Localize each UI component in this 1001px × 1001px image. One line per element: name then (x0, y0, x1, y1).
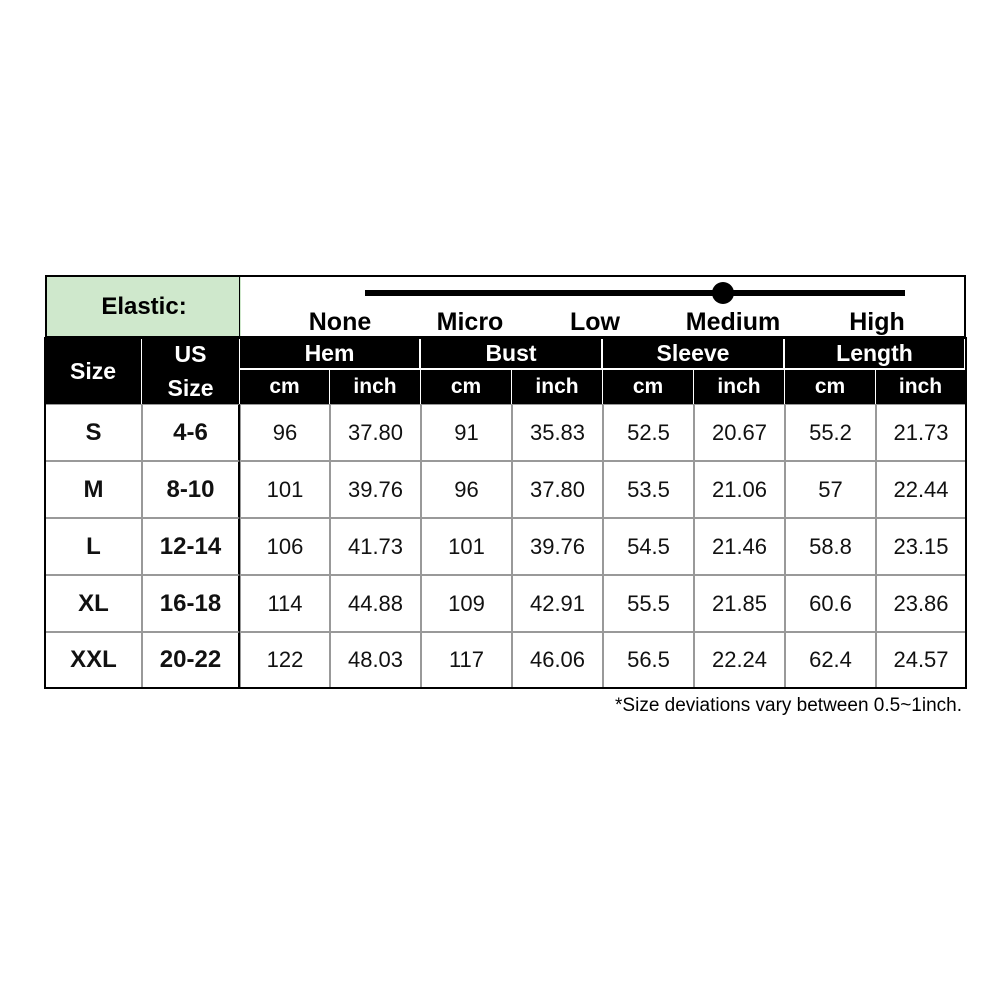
measure-cell: 21.46 (694, 518, 785, 575)
size-cell: M (45, 461, 142, 518)
measure-cell: 53.5 (603, 461, 694, 518)
group-header: Sleeve (603, 338, 785, 370)
unit-header: inch (876, 370, 966, 404)
measure-cell: 52.5 (603, 404, 694, 461)
unit-header: inch (330, 370, 421, 404)
elastic-level: Low (570, 307, 620, 336)
measure-cell: 37.80 (512, 461, 603, 518)
measure-cell: 21.85 (694, 575, 785, 632)
measure-cell: 39.76 (330, 461, 421, 518)
us-size-cell: 8-10 (142, 461, 240, 518)
elastic-level: Medium (685, 307, 781, 336)
measure-cell: 21.73 (876, 404, 966, 461)
measure-cell: 56.5 (603, 632, 694, 688)
measure-cell: 21.06 (694, 461, 785, 518)
measure-cell: 62.4 (785, 632, 876, 688)
us-size-cell: 12-14 (142, 518, 240, 575)
measure-cell: 55.2 (785, 404, 876, 461)
measure-cell: 122 (240, 632, 330, 688)
measure-cell: 96 (421, 461, 512, 518)
measure-cell: 41.73 (330, 518, 421, 575)
unit-header: cm (421, 370, 512, 404)
unit-header: cm (240, 370, 330, 404)
us-size-cell: 4-6 (142, 404, 240, 461)
group-header: Length (785, 338, 966, 370)
size-cell: S (45, 404, 142, 461)
measure-cell: 114 (240, 575, 330, 632)
size-header: Size (45, 338, 142, 404)
measure-cell: 60.6 (785, 575, 876, 632)
size-cell: XL (45, 575, 142, 632)
measure-cell: 20.67 (694, 404, 785, 461)
elastic-scale-dot (712, 282, 734, 304)
measure-cell: 57 (785, 461, 876, 518)
measure-cell: 44.88 (330, 575, 421, 632)
measure-cell: 35.83 (512, 404, 603, 461)
measure-cell: 46.06 (512, 632, 603, 688)
measure-cell: 101 (240, 461, 330, 518)
measure-cell: 42.91 (512, 575, 603, 632)
measure-cell: 101 (421, 518, 512, 575)
measure-cell: 91 (421, 404, 512, 461)
group-header: Bust (421, 338, 603, 370)
measure-cell: 37.80 (330, 404, 421, 461)
group-header: Hem (240, 338, 421, 370)
elastic-level: High (849, 307, 905, 336)
size-cell: L (45, 518, 142, 575)
elastic-level: None (308, 307, 372, 336)
measure-cell: 109 (421, 575, 512, 632)
elastic-label: Elastic: (45, 275, 241, 338)
measure-cell: 48.03 (330, 632, 421, 688)
measure-cell: 39.76 (512, 518, 603, 575)
measure-cell: 106 (240, 518, 330, 575)
us-size-cell: 20-22 (142, 632, 240, 688)
unit-header: cm (785, 370, 876, 404)
measure-cell: 22.44 (876, 461, 966, 518)
measure-cell: 23.15 (876, 518, 966, 575)
unit-header: inch (512, 370, 603, 404)
size-note: *Size deviations vary between 0.5~1inch. (615, 695, 962, 716)
measure-cell: 24.57 (876, 632, 966, 688)
elastic-level: Micro (436, 307, 504, 336)
us-size-cell: 16-18 (142, 575, 240, 632)
measure-cell: 55.5 (603, 575, 694, 632)
us-size-header: US Size (142, 338, 240, 404)
measure-cell: 58.8 (785, 518, 876, 575)
measure-cell: 96 (240, 404, 330, 461)
measure-cell: 23.86 (876, 575, 966, 632)
measure-cell: 117 (421, 632, 512, 688)
unit-header: inch (694, 370, 785, 404)
measure-cell: 22.24 (694, 632, 785, 688)
elastic-scale-line (365, 290, 905, 296)
size-cell: XXL (45, 632, 142, 688)
measure-cell: 54.5 (603, 518, 694, 575)
unit-header: cm (603, 370, 694, 404)
